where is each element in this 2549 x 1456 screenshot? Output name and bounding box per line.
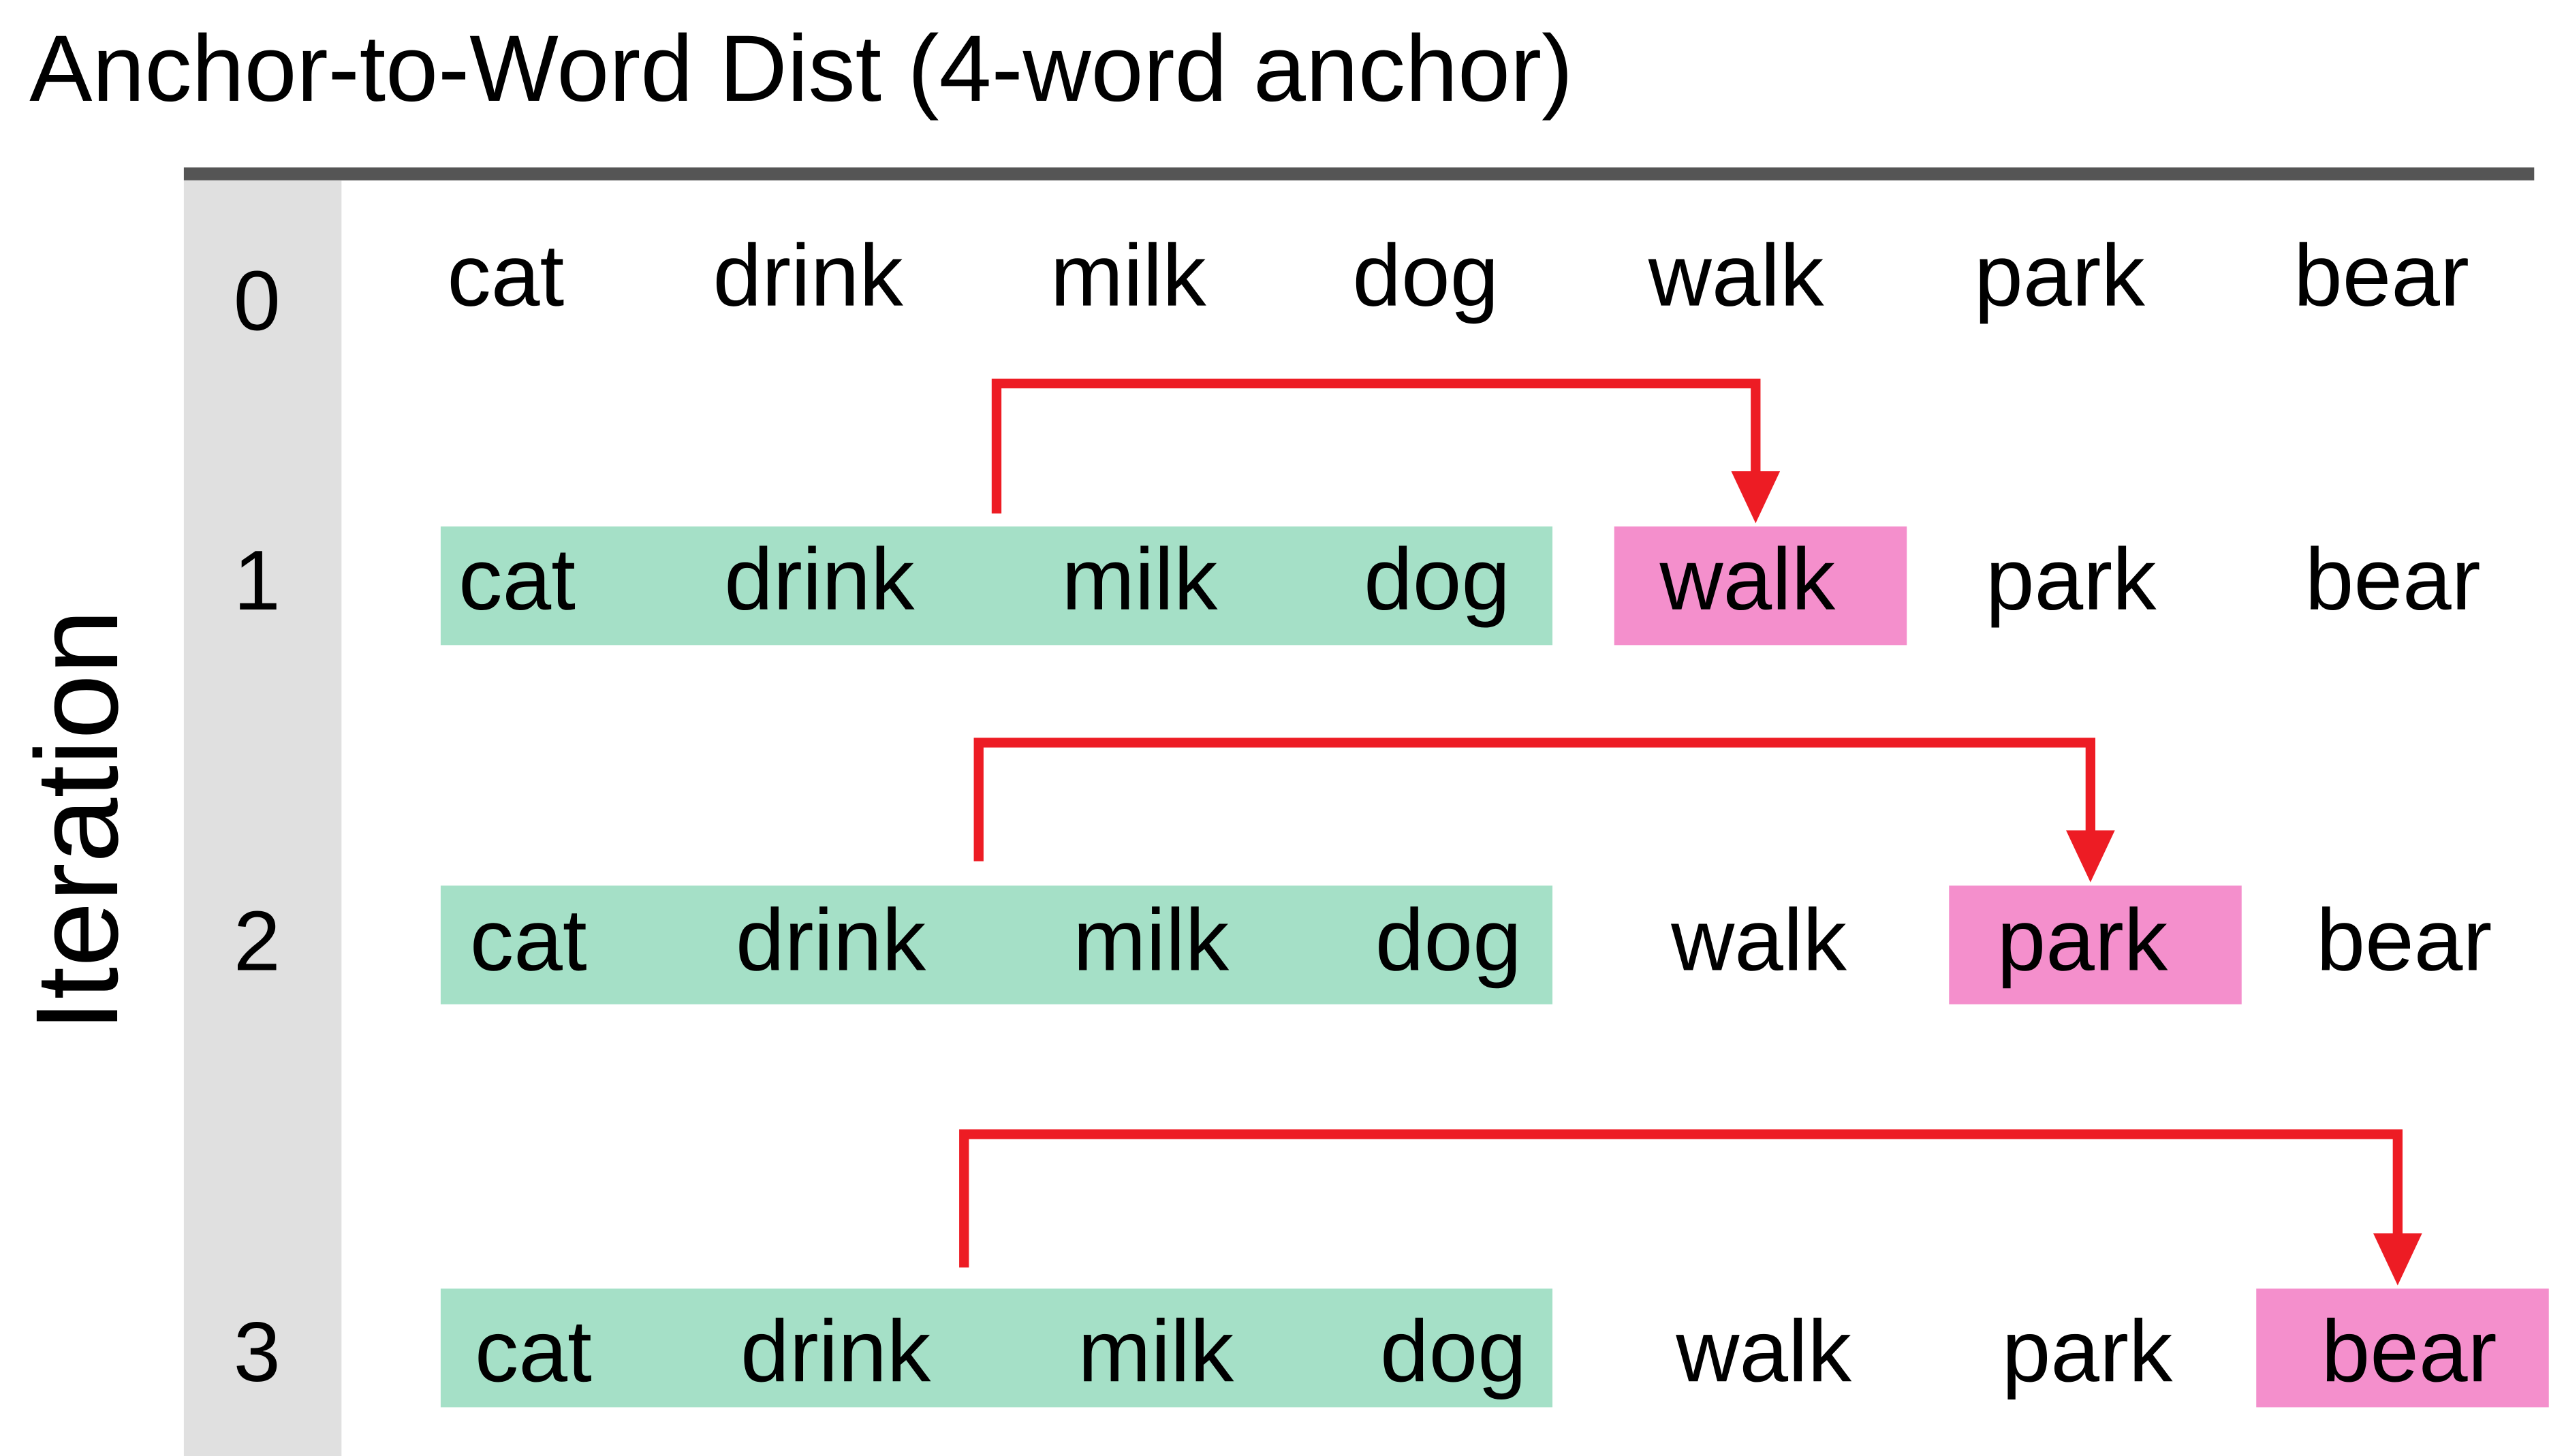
word-drink: drink [736,891,926,990]
target-highlight [1614,526,1907,646]
word-walk: walk [1675,1302,1851,1400]
iteration-row-0: 0 cat drink milk dog walk park bear [234,227,2469,349]
word-cat: cat [475,1302,592,1400]
word-park: park [1986,531,2157,629]
iteration-column [183,180,342,1456]
word-bear: bear [2316,891,2492,990]
word-milk: milk [1061,531,1218,629]
word-milk: milk [1078,1302,1234,1400]
word-milk: milk [1050,227,1207,325]
iteration-number: 2 [234,895,281,989]
word-walk: walk [1670,891,1847,990]
word-drink: drink [713,227,904,325]
word-milk: milk [1073,891,1230,990]
word-park: park [2002,1302,2173,1400]
anchor-highlight [440,885,1553,1004]
word-walk: walk [1648,227,1824,325]
arrowhead-icon [2373,1233,2422,1286]
top-rule [183,167,2535,180]
arrowhead-icon [2066,830,2115,883]
target-highlight [2256,1288,2549,1408]
anchor-highlight [440,1288,1553,1408]
word-park: park [1997,891,2168,990]
word-cat: cat [458,531,576,629]
iteration-row-3: 3 cat drink milk dog walk park bear [234,1129,2549,1408]
word-cat: cat [470,891,587,990]
word-dog: dog [1352,227,1499,325]
word-cat: cat [447,227,564,325]
diagram-title: Anchor-to-Word Dist (4-word anchor) [29,16,1573,121]
arrowhead-icon [1731,471,1781,524]
iteration-number: 1 [234,534,281,628]
word-walk: walk [1659,531,1835,629]
word-dog: dog [1380,1302,1527,1400]
word-dog: dog [1375,891,1522,990]
word-bear: bear [2294,227,2469,325]
iteration-row-2: 2 cat drink milk dog walk park bear [234,738,2492,1004]
word-park: park [1974,227,2145,325]
word-bear: bear [2321,1302,2497,1400]
distance-arrow [973,738,2096,861]
iteration-row-1: 1 cat drink milk dog walk park bear [234,378,2481,646]
y-axis-label: Iteration [12,610,142,1032]
iteration-number: 0 [234,254,281,348]
distance-arrow [959,1129,2403,1268]
word-drink: drink [740,1302,931,1400]
word-dog: dog [1364,531,1510,629]
word-bear: bear [2305,531,2481,629]
distance-arrow [991,378,1761,514]
anchor-highlight [440,526,1553,646]
target-highlight [1949,885,2242,1004]
iteration-number: 3 [234,1305,281,1399]
word-drink: drink [724,531,915,629]
